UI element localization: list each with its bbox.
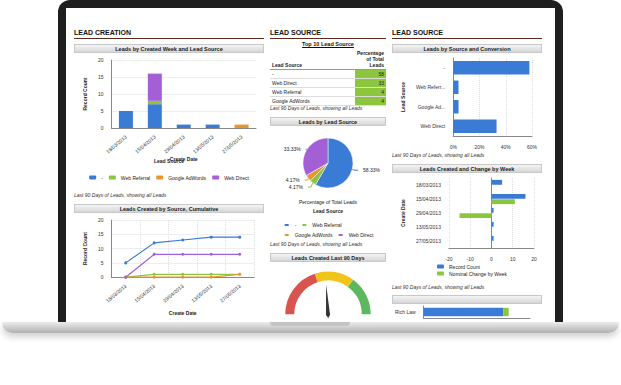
svg-text:-20: -20: [445, 256, 452, 262]
svg-text:58.33%: 58.33%: [363, 167, 381, 173]
svg-text:27/05/2013: 27/05/2013: [220, 134, 243, 155]
svg-text:29/04/2013: 29/04/2013: [162, 283, 185, 304]
svg-text:13/05/2013: 13/05/2013: [192, 134, 215, 155]
svg-text:0: 0: [101, 125, 104, 131]
html-text:Percentage of Total Leads: Percentage of Total Leads: [357, 50, 384, 68]
svg-text:-: -: [444, 65, 446, 71]
svg-text:0: 0: [101, 274, 104, 280]
html-text:LEAD CREATION: LEAD CREATION: [74, 29, 131, 36]
html-text:Leads by Created Week and Lead: Leads by Created Week and Lead Source: [115, 46, 223, 52]
svg-text:Web Referr...: Web Referr...: [416, 84, 445, 90]
svg-text:15/04/2013: 15/04/2013: [416, 196, 441, 202]
svg-text:Google AdWords: Google AdWords: [295, 232, 333, 238]
svg-text:Lead Source: Lead Source: [400, 82, 406, 112]
html-text:Last 90 Days of Leads, showing: Last 90 Days of Leads, showing all Leads: [74, 192, 167, 198]
html-text:Leads by Lead Source: Leads by Lead Source: [298, 119, 358, 125]
html-text:4: 4: [381, 98, 384, 104]
svg-text:Lead Source: Lead Source: [154, 158, 184, 164]
svg-text:10: 10: [510, 256, 516, 262]
svg-text:13/05/2013: 13/05/2013: [190, 283, 213, 304]
html-text:Leads Created Last 90 Days: Leads Created Last 90 Days: [291, 255, 365, 261]
svg-text:60%: 60%: [527, 144, 538, 150]
html-text:Google AdWords: Google AdWords: [272, 98, 310, 104]
svg-text:20: 20: [531, 256, 537, 262]
svg-text:0: 0: [490, 256, 493, 262]
svg-text:20: 20: [98, 217, 104, 223]
svg-text:18/03/2013: 18/03/2013: [105, 283, 128, 304]
html-text:Leads by Source and Conversion: Leads by Source and Conversion: [423, 46, 511, 52]
svg-text:Rich Law: Rich Law: [395, 309, 416, 315]
html-text:Last 90 Days of Leads, showing: Last 90 Days of Leads, showing all Leads: [270, 241, 363, 247]
svg-text:20%: 20%: [475, 144, 486, 150]
svg-text:Percentage of Total Leads: Percentage of Total Leads: [299, 199, 358, 205]
html-text:Lead Source: Lead Source: [272, 62, 302, 68]
svg-text:4.17%: 4.17%: [289, 184, 304, 190]
html-text:Top 10 Lead Source: Top 10 Lead Source: [302, 41, 354, 47]
svg-text:13/05/2013: 13/05/2013: [416, 224, 441, 230]
svg-text:Create Date: Create Date: [169, 310, 197, 316]
svg-text:10: 10: [98, 91, 104, 97]
svg-text:15: 15: [98, 231, 104, 237]
svg-text:Web Direct: Web Direct: [349, 232, 374, 238]
html-text:Last 90 Days of Leads, showing: Last 90 Days of Leads, showing all Leads: [270, 105, 363, 111]
svg-text:Google AdWords: Google AdWords: [168, 175, 206, 181]
svg-text:27/05/2013: 27/05/2013: [219, 283, 242, 304]
svg-text:18/03/2013: 18/03/2013: [105, 134, 128, 155]
svg-text:40%: 40%: [501, 144, 512, 150]
html-text:Last 90 Days of Leads, showing: Last 90 Days of Leads, showing all Leads: [392, 152, 485, 158]
svg-text:0%: 0%: [450, 144, 458, 150]
svg-text:Record Count: Record Count: [449, 264, 480, 270]
svg-text:5: 5: [101, 108, 104, 114]
html-text:33: 33: [378, 80, 384, 86]
svg-text:-: -: [101, 175, 103, 181]
svg-text:20: 20: [98, 57, 104, 63]
svg-text:15/04/2013: 15/04/2013: [133, 283, 156, 304]
svg-text:-: -: [295, 222, 297, 228]
svg-text:4.17%: 4.17%: [286, 177, 301, 183]
svg-text:15/04/2013: 15/04/2013: [134, 134, 157, 155]
svg-text:Web Direct: Web Direct: [224, 175, 249, 181]
svg-text:Record Count: Record Count: [82, 232, 88, 265]
html-text:Leads Created and Change by We: Leads Created and Change by Week: [419, 166, 515, 172]
svg-text:Web Referral: Web Referral: [121, 175, 150, 181]
svg-text:Lead Source: Lead Source: [313, 208, 343, 214]
svg-text:10: 10: [98, 246, 104, 252]
html-text:58: 58: [378, 71, 384, 77]
svg-text:5: 5: [101, 260, 104, 266]
html-text:Web Direct: Web Direct: [272, 80, 297, 86]
svg-text:Web Direct: Web Direct: [421, 123, 446, 129]
svg-text:Record Count: Record Count: [82, 77, 88, 110]
html-text:LEAD SOURCE: LEAD SOURCE: [392, 29, 443, 36]
svg-text:-10: -10: [467, 256, 474, 262]
html-text:LEAD SOURCE: LEAD SOURCE: [270, 29, 321, 36]
html-text:Last 90 Days of Leads, showing: Last 90 Days of Leads, showing all Leads: [392, 284, 485, 290]
svg-text:Google Ad...: Google Ad...: [418, 104, 446, 110]
svg-text:Create Date: Create Date: [400, 199, 406, 227]
html-text:4: 4: [381, 89, 384, 95]
svg-text:33.33%: 33.33%: [284, 146, 302, 152]
svg-text:29/04/2013: 29/04/2013: [163, 134, 186, 155]
svg-text:Nominal Change by Week: Nominal Change by Week: [449, 271, 507, 277]
html-text:Web Referral: Web Referral: [272, 89, 302, 95]
svg-text:18/03/2013: 18/03/2013: [416, 182, 441, 188]
html-text:Leads Created by Source, Cumul: Leads Created by Source, Cumulative: [119, 206, 219, 212]
svg-text:27/05/2013: 27/05/2013: [416, 238, 441, 244]
svg-text:Web Referral: Web Referral: [312, 222, 341, 228]
svg-text:29/04/2013: 29/04/2013: [416, 210, 441, 216]
svg-text:15: 15: [98, 74, 104, 80]
